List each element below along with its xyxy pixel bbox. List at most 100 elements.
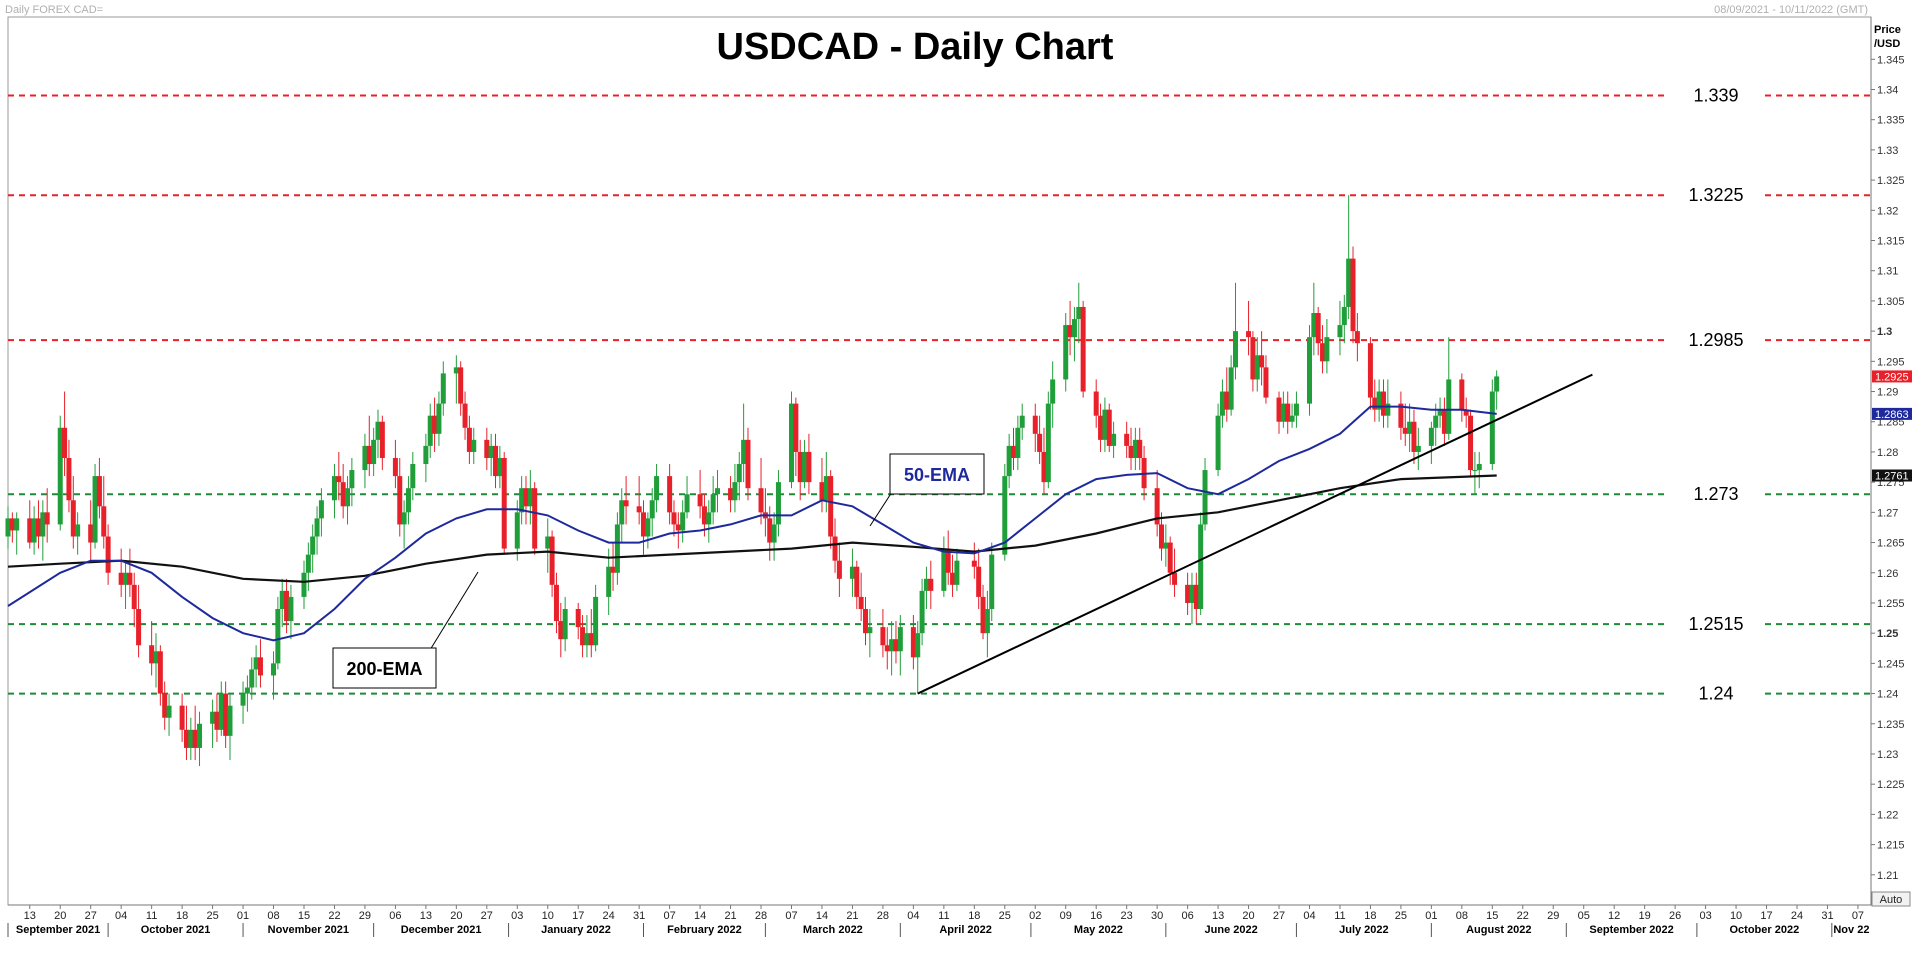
candle-body [710,494,716,513]
support-level-label: 1.24 [1698,684,1733,704]
candle-up [227,693,233,761]
auto-scale-label: Auto [1880,894,1903,906]
month-label: January 2022 [541,924,611,936]
candle-body [1189,584,1195,603]
candle-body [1154,488,1160,525]
candle-up [371,427,377,477]
candle-down [458,361,464,416]
candle-body [836,560,842,579]
candle-body [1376,391,1382,410]
x-tick-label: 30 [1151,910,1163,922]
y-tick-label: 1.25 [1877,628,1898,640]
price-unit-label-currency: /USD [1874,38,1900,50]
candle-body [1341,306,1347,326]
candle-down [88,500,94,561]
candle-up [732,464,738,513]
candle-down [1158,512,1164,561]
candle-body [606,566,612,597]
candle-down [136,584,142,658]
candle-body [671,512,677,525]
price-axis-ticks: 1.345 1.34 1.335 1.33 1.325 1.32 1.315 1.31 1.30… [1871,54,1905,882]
candle-down [432,397,438,452]
candle-body [275,609,281,664]
candle-body [1367,343,1373,398]
month-label: November 2021 [268,924,349,936]
candle-body [223,693,229,736]
candle-body [218,693,224,730]
candle-down [214,693,220,742]
candle-up [1337,300,1343,356]
candle-up [1019,403,1025,440]
candle-down [149,621,155,676]
candle-up [401,500,407,549]
candle-down [1468,409,1474,477]
candle-body [867,627,873,634]
candle-body [1158,524,1164,549]
candle-body [1315,313,1321,344]
month-label: May 2022 [1074,924,1123,936]
candle-body [410,464,416,489]
candle-down [118,548,124,597]
candle-down [157,645,163,706]
x-tick-label: 14 [816,910,828,922]
candle-up [349,457,355,507]
candle-down [893,621,899,664]
ema-50-callout-leader [869,491,893,527]
x-tick-label: 25 [206,910,218,922]
candle-down [462,391,468,440]
auto-scale-button[interactable] [1871,891,1911,907]
candle-body [545,536,551,549]
x-tick-label: 27 [85,910,97,922]
candle-body [1428,427,1434,446]
candle-up [1289,403,1295,428]
candle-down [671,500,677,537]
candle-body [919,590,925,634]
candle-body [854,566,860,597]
candle-body [105,536,111,573]
candle-body [1476,464,1482,471]
candle-body [1002,476,1008,555]
candle-down [257,639,263,688]
y-tick-label: 1.235 [1877,719,1905,731]
y-tick-label: 1.315 [1877,236,1905,248]
candle-up [1494,370,1500,410]
ema-200-callout-label: 200-EMA [346,659,422,679]
candle-body [301,572,307,597]
candle-down [284,578,290,634]
last-value-label: 1.2863 [1875,409,1909,421]
x-tick-label: 06 [1181,910,1193,922]
candle-body [1398,403,1404,428]
candle-body [1250,337,1256,380]
candle-body [179,705,185,730]
candle-body [397,476,403,525]
candle-body [558,621,564,640]
candle-body [35,518,41,537]
x-tick-label: 01 [237,910,249,922]
candle-down [1224,367,1230,422]
candle-body [70,500,76,537]
candle-body [1163,542,1169,549]
candle-body [1010,445,1016,458]
candle-up [1311,282,1317,356]
month-label: April 2022 [939,924,992,936]
candle-body [532,488,538,549]
candle-up [654,464,660,513]
x-tick-label: 24 [1791,910,1803,922]
candle-down [105,524,111,585]
candle-down [1315,306,1321,356]
candle-down [880,609,886,658]
x-tick-label: 15 [1486,910,1498,922]
candle-body [453,367,459,374]
candle-down [1263,355,1269,404]
candle-body [1232,331,1238,368]
candle-down [697,470,703,519]
y-tick-label: 1.33 [1877,145,1898,157]
candle-body [858,596,864,609]
candle-body [240,693,246,706]
candle-body [745,439,751,489]
x-tick-label: 10 [542,910,554,922]
candle-body [1468,415,1474,471]
month-label: July 2022 [1339,924,1389,936]
candle-down [910,615,916,670]
candle-down [675,512,681,549]
